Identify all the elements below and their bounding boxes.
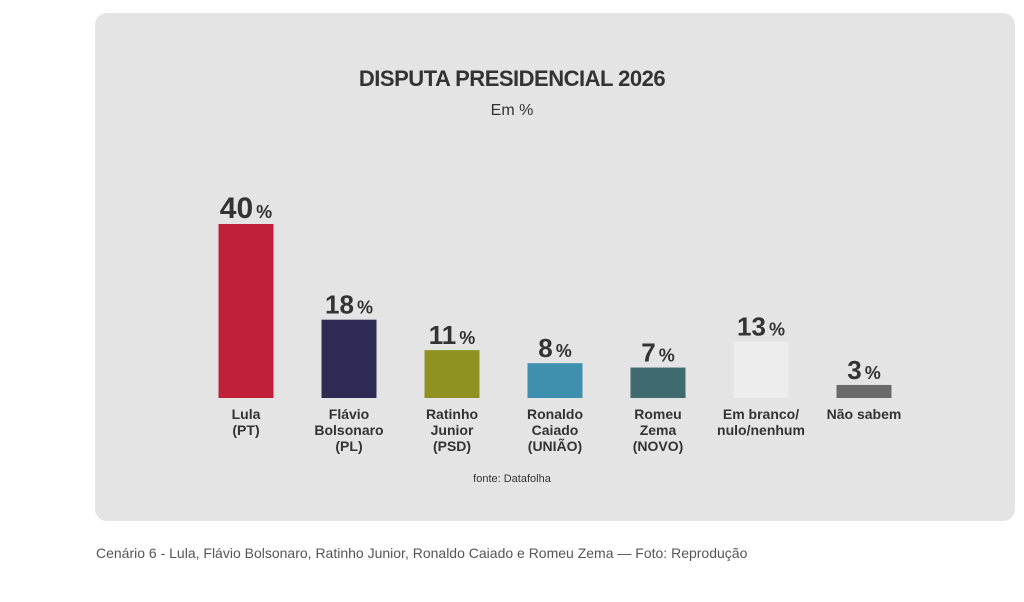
bar-2 <box>321 319 377 398</box>
category-label-2: Flávio Bolsonaro (PL) <box>314 406 383 454</box>
bar-4 <box>527 363 583 398</box>
value-label-3: 11% <box>429 320 476 350</box>
value-label-2: 18% <box>325 290 373 320</box>
bar-7 <box>836 384 892 398</box>
image-caption: Cenário 6 - Lula, Flávio Bolsonaro, Rati… <box>96 545 748 561</box>
bar-6 <box>733 341 789 398</box>
category-label-3: Ratinho Junior (PSD) <box>426 406 478 454</box>
chart-subtitle: Em % <box>490 102 534 119</box>
chart-title: DISPUTA PRESIDENCIAL 2026 <box>358 66 666 91</box>
category-label-6: Em branco/nulo/nenhum <box>717 406 805 438</box>
value-label-4: 8% <box>538 333 571 363</box>
value-label-7: 3% <box>847 355 880 385</box>
value-label-5: 7% <box>641 338 674 368</box>
category-label-5: Romeu Zema (NOVO) <box>633 406 684 454</box>
bar-5 <box>630 367 686 398</box>
bar-1 <box>218 224 274 398</box>
category-label-1: Lula (PT) <box>232 406 261 438</box>
chart-source: fonte: Datafolha <box>473 473 551 485</box>
value-label-1: 40% <box>220 192 272 225</box>
category-label-7: Não sabem <box>827 406 902 422</box>
value-label-6: 13% <box>737 311 785 341</box>
category-label-4: Ronaldo Caiado (UNIÃO) <box>527 406 583 454</box>
bar-3 <box>424 350 480 398</box>
